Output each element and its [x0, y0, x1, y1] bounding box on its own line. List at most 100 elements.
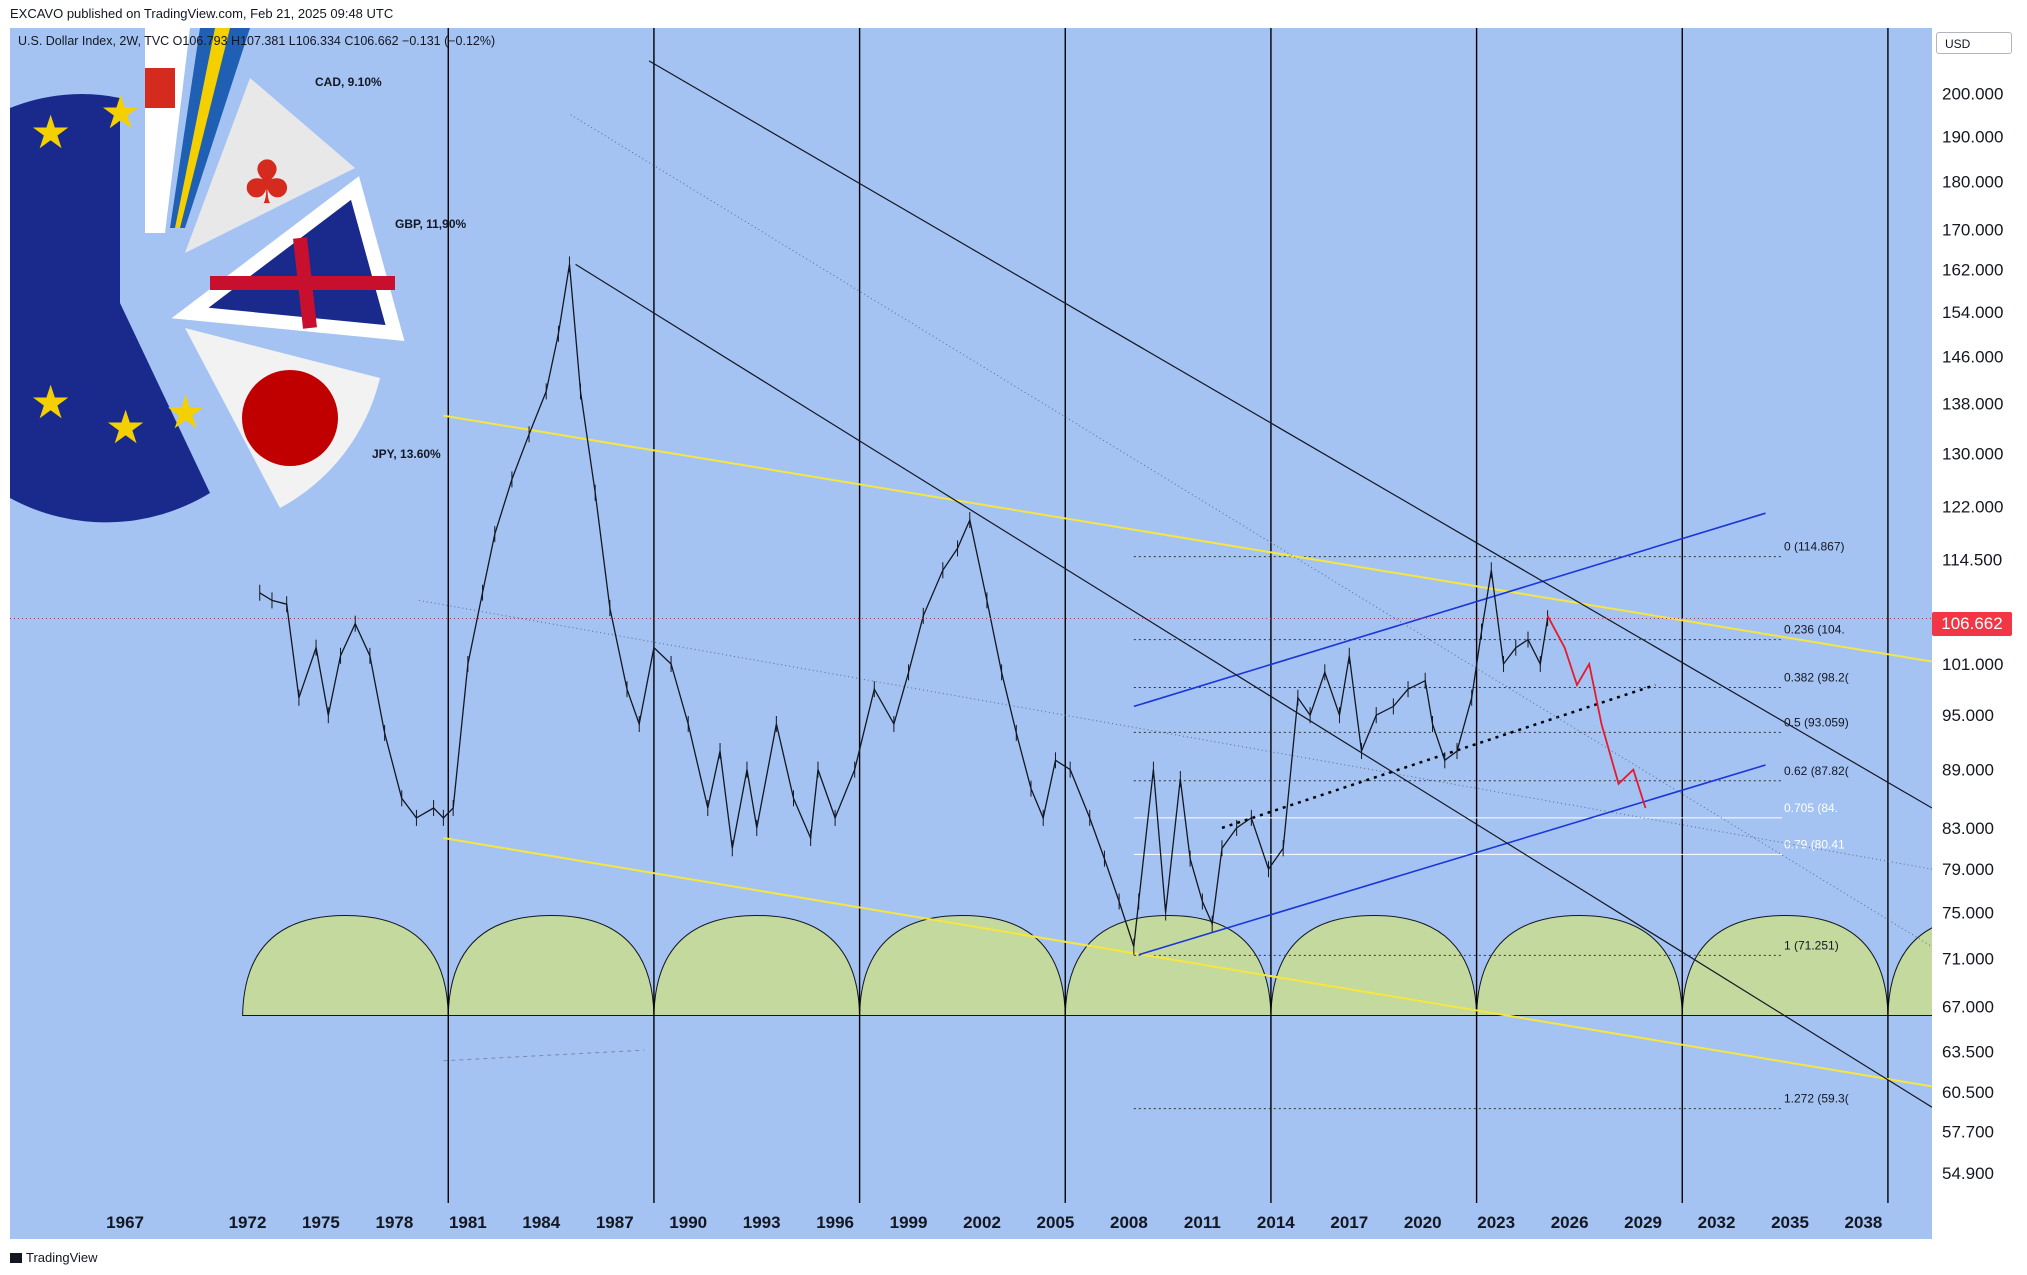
- fib-level-label: 0.62 (87.82(: [1784, 764, 1849, 778]
- maple-leaf-icon: ♣: [240, 148, 294, 218]
- star-icon: ★: [30, 375, 71, 429]
- star-icon: ★: [100, 85, 141, 139]
- time-tick-label: 1987: [596, 1213, 634, 1232]
- chf-red: [145, 68, 175, 108]
- cad-slice: [185, 78, 355, 253]
- trendlines: [418, 60, 1932, 1108]
- price-tick-label: 130.000: [1942, 444, 2003, 463]
- price-tick-label: 122.000: [1942, 497, 2003, 516]
- footer-brand: TradingView: [26, 1250, 98, 1265]
- price-tick-label: 146.000: [1942, 347, 2003, 366]
- cycle-arch: [1064, 914, 1272, 1016]
- chart-svg[interactable]: 0 (114.867) 0.236 (104. 0.382 (98.2(0.5 (9…: [10, 28, 1932, 1203]
- time-tick-label: 2014: [1257, 1213, 1295, 1232]
- time-tick-label: 1978: [375, 1213, 413, 1232]
- chart-plot-area[interactable]: 0 (114.867) 0.236 (104. 0.382 (98.2(0.5 (9…: [10, 28, 1932, 1203]
- time-tick-label: 1972: [229, 1213, 267, 1232]
- symbol-legend: U.S. Dollar Index, 2W, TVC O106.793 H107…: [18, 34, 496, 48]
- fib-level-label: 0.236 (104.: [1784, 623, 1845, 637]
- price-tick-label: 71.000: [1942, 949, 1994, 968]
- star-icon: ★: [30, 105, 71, 159]
- jpy-sun: [242, 370, 338, 466]
- gbp-slice: [190, 188, 395, 333]
- time-tick-label: 1999: [890, 1213, 928, 1232]
- time-tick-label: 1993: [743, 1213, 781, 1232]
- fib-level-label: 0.705 (84.: [1784, 801, 1838, 815]
- price-tick-label: 180.000: [1942, 173, 2003, 192]
- cycle-arches: [10, 914, 1932, 1203]
- time-tick-label: 2029: [1624, 1213, 1662, 1232]
- trendline-blue-channel-top: [1133, 512, 1766, 708]
- star-icon: ★: [165, 385, 206, 439]
- price-tick-label: 138.000: [1942, 394, 2003, 413]
- trendline-lower-yellow: [443, 837, 1932, 1088]
- sek-cross: [175, 28, 230, 228]
- price-tick-label: 170.000: [1942, 220, 2003, 239]
- dxy-price-line: [259, 264, 1549, 947]
- cycle-arch: [242, 914, 449, 1016]
- cycle-arch: [1476, 914, 1683, 1016]
- fib-level-label: 0.5 (93.059): [1784, 715, 1849, 729]
- trendline-upper-yellow: [443, 414, 1932, 663]
- time-axis[interactable]: 1967 1972 1975 1978 1981 1984 1987 1990 1993 1996…: [10, 1203, 1932, 1239]
- fib-level-label: 0 (114.867): [1784, 540, 1845, 554]
- time-tick-label: 2017: [1330, 1213, 1368, 1232]
- cycle-arch: [653, 914, 861, 1016]
- time-axis-svg: 1967 1972 1975 1978 1981 1984 1987 1990 1993 1996…: [106, 1213, 1883, 1232]
- cycle-vertical-lines: [447, 28, 1889, 1203]
- cycle-arch: [1887, 927, 1932, 1016]
- price-tick-label: 54.900: [1942, 1164, 1994, 1183]
- gbp-white: [171, 176, 405, 341]
- time-tick-label: 2011: [1184, 1213, 1221, 1232]
- projection-line: [1546, 615, 1647, 809]
- price-tick-label: 75.000: [1942, 904, 1994, 923]
- short-dashed-line: [443, 1049, 645, 1062]
- projection-path: [1546, 615, 1647, 809]
- time-tick-label: 1984: [522, 1213, 560, 1232]
- time-tick-label: 2032: [1698, 1213, 1736, 1232]
- price-tick-label: 200.000: [1942, 85, 2003, 104]
- price-tick-label: 114.500: [1942, 550, 2002, 569]
- currency-weight-label: CAD, 9.10%: [315, 75, 382, 89]
- price-tick-label: 95.000: [1942, 706, 1994, 725]
- cycle-arch: [1270, 914, 1478, 1016]
- price-tick-label: 83.000: [1942, 819, 1994, 838]
- currency-button[interactable]: USD: [1936, 32, 2012, 54]
- time-tick-label: 1981: [449, 1213, 487, 1232]
- time-tick-label: 2020: [1404, 1213, 1442, 1232]
- price-tick-label: 89.000: [1942, 761, 1994, 780]
- tradingview-logo-icon: [10, 1253, 22, 1263]
- trendline-black-line-1: [648, 60, 1932, 809]
- eur-slice: [10, 94, 210, 523]
- time-tick-label: 2008: [1110, 1213, 1148, 1232]
- price-tick-label: 154.000: [1942, 303, 2003, 322]
- price-tick-label: 79.000: [1942, 860, 1994, 879]
- trendline-blue-channel-bottom: [1138, 764, 1766, 956]
- faint-diagonal: [418, 599, 1932, 870]
- currency-weight-label: GBP, 11,90%: [395, 217, 466, 231]
- cycle-baseline-band: [10, 1015, 1932, 1203]
- price-tick-label: 57.700: [1942, 1122, 1994, 1141]
- time-tick-label: 2035: [1771, 1213, 1809, 1232]
- tradingview-footer: TradingView: [10, 1250, 98, 1265]
- published-header: EXCAVO published on TradingView.com, Feb…: [10, 6, 394, 21]
- last-price-tag: 106.662: [1932, 612, 2012, 636]
- cycle-arch: [859, 914, 1066, 1016]
- price-tick-label: 60.500: [1942, 1083, 1994, 1102]
- price-tick-label: 67.000: [1942, 998, 1994, 1017]
- price-tick-label: 101.000: [1942, 655, 2003, 674]
- time-tick-label: 2038: [1845, 1213, 1883, 1232]
- fib-level-label: 1 (71.251): [1784, 938, 1839, 952]
- cycle-arch: [447, 914, 655, 1016]
- cycle-arch: [1681, 914, 1889, 1016]
- time-tick-label: 1967: [106, 1213, 144, 1232]
- price-tick-label: 162.000: [1942, 261, 2003, 280]
- time-tick-label: 2023: [1477, 1213, 1515, 1232]
- time-tick-label: 2026: [1551, 1213, 1589, 1232]
- time-tick-label: 1996: [816, 1213, 854, 1232]
- currency-weight-pie: ★ ★ ★ ★ ★ ♣ CAD, 9.10% GBP, 11,90% JPY, 13.60%: [10, 28, 466, 523]
- currency-weight-label: JPY, 13.60%: [372, 447, 441, 461]
- time-tick-label: 2002: [963, 1213, 1001, 1232]
- fib-level-label: 1.272 (59.3(: [1784, 1092, 1849, 1106]
- star-icon: ★: [105, 400, 146, 454]
